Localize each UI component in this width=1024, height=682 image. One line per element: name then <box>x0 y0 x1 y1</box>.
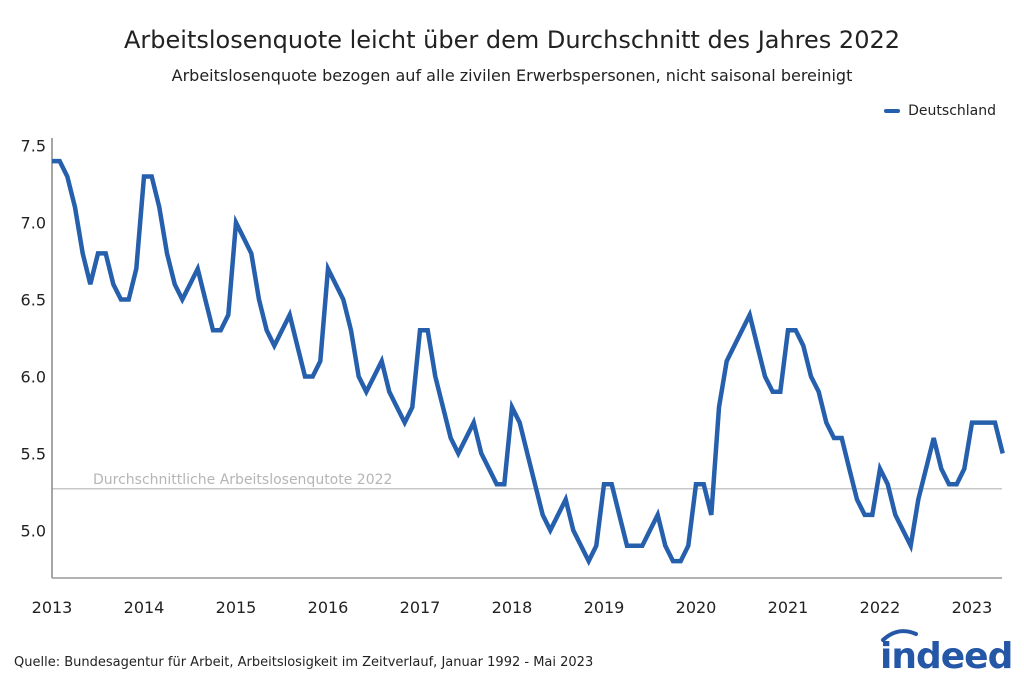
x-tick-label: 2015 <box>216 598 257 617</box>
series-line-deutschland <box>52 158 1005 567</box>
x-tick-label: 2016 <box>308 598 349 617</box>
legend-swatch <box>884 109 901 113</box>
legend: Deutschland <box>884 103 996 119</box>
x-tick-label: 2014 <box>124 598 165 617</box>
y-tick-label: 7.0 <box>21 214 46 233</box>
x-tick-label: 2022 <box>860 598 901 617</box>
source-note: Quelle: Bundesagentur für Arbeit, Arbeit… <box>14 655 594 670</box>
x-tick-label: 2020 <box>676 598 717 617</box>
x-tick-label: 2018 <box>492 598 533 617</box>
y-tick-label: 6.5 <box>21 291 46 310</box>
x-tick-label: 2023 <box>952 598 993 617</box>
legend-label: Deutschland <box>908 103 996 119</box>
x-tick-label: 2017 <box>400 598 441 617</box>
x-tick-label: 2021 <box>768 598 809 617</box>
y-tick-label: 5.5 <box>21 444 46 463</box>
svg-text:indeed: indeed <box>880 636 1011 673</box>
y-tick-label: 6.0 <box>21 367 46 386</box>
reference-line-label: Durchschnittliche Arbeitslosenqutote 202… <box>93 472 392 488</box>
x-tick-label: 2013 <box>32 598 73 617</box>
x-tick-label: 2019 <box>584 598 625 617</box>
chart-subtitle: Arbeitslosenquote bezogen auf alle zivil… <box>171 66 853 85</box>
y-tick-label: 7.5 <box>21 137 46 156</box>
y-tick-label: 5.0 <box>21 521 46 540</box>
indeed-logo: indeed <box>876 628 1013 677</box>
chart-title: Arbeitslosenquote leicht über dem Durchs… <box>123 26 900 54</box>
